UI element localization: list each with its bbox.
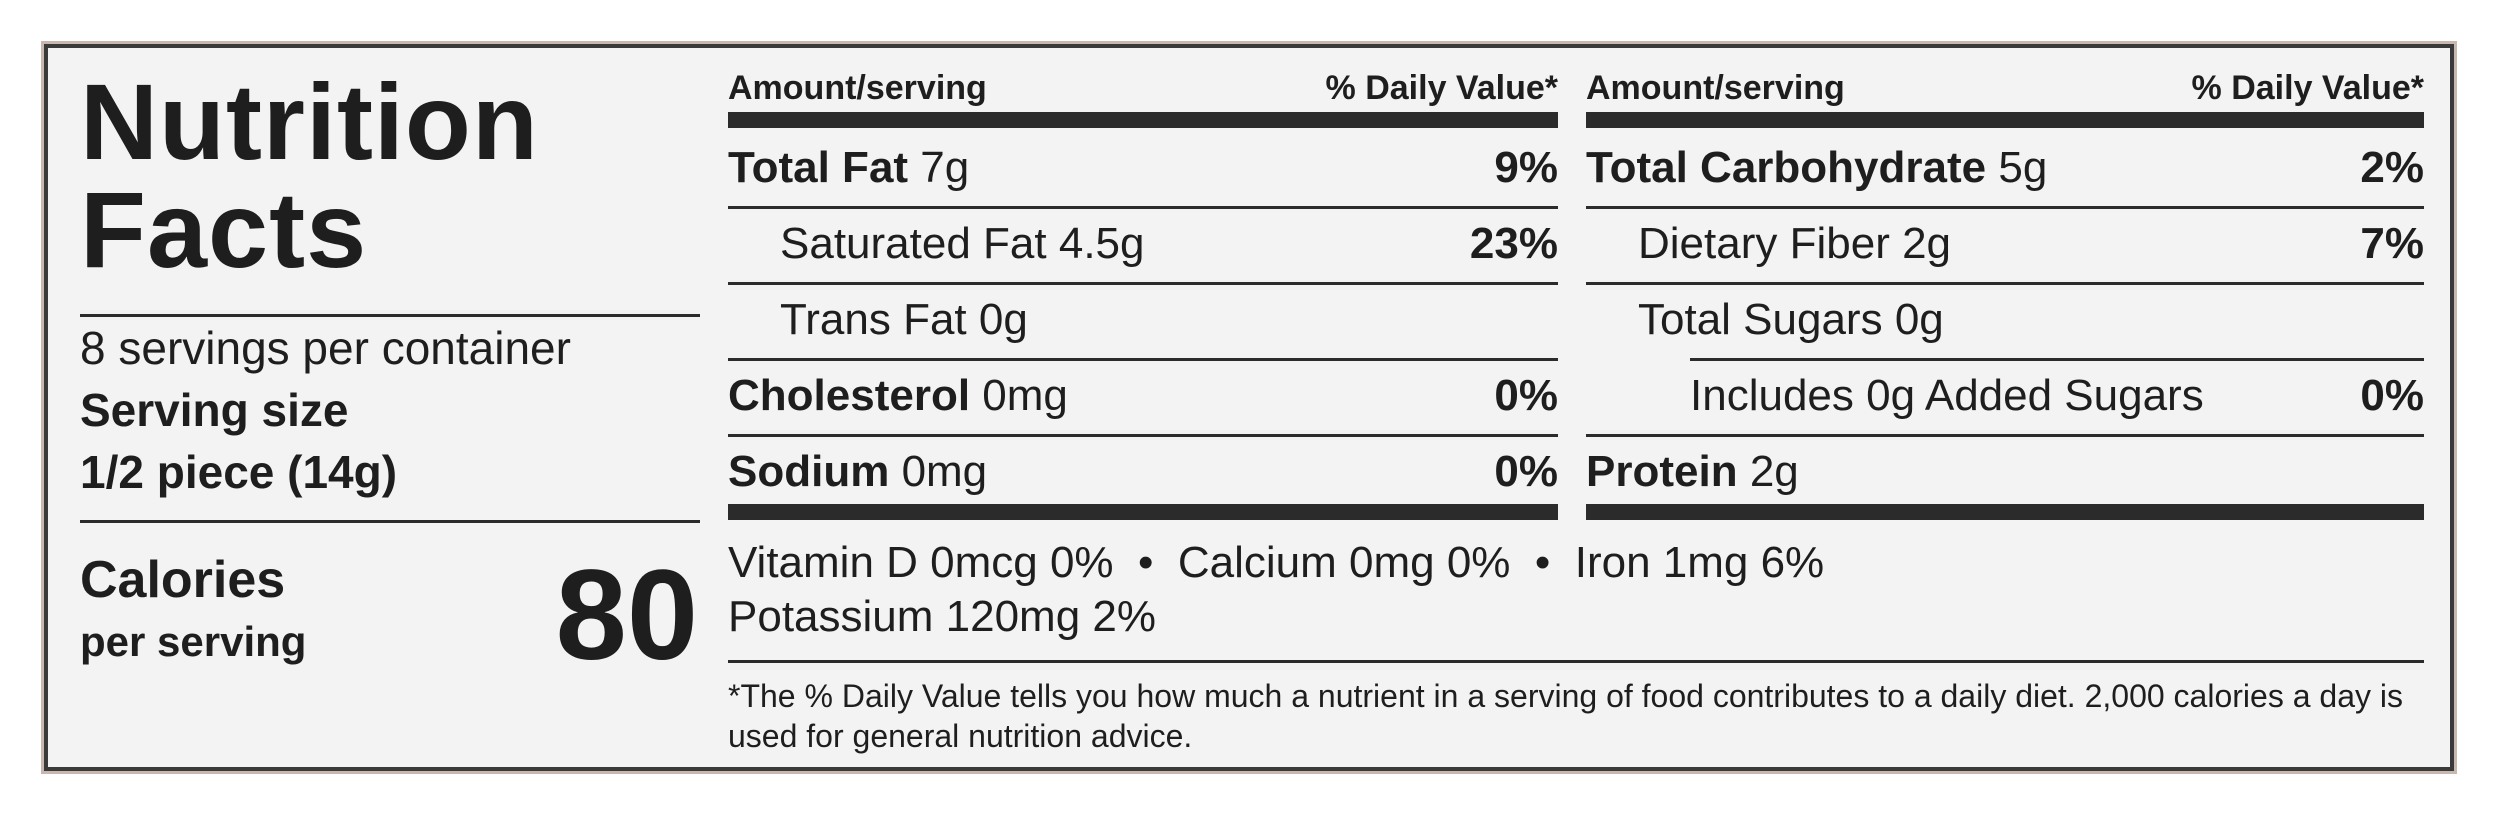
nutrient-amount: 4.5g	[1058, 219, 1145, 268]
row-total-carbohydrate: Total Carbohydrate 5g 2%	[1586, 130, 2424, 206]
serving-size-value: 1/2 piece (14g)	[80, 446, 398, 498]
thick-rule	[1586, 504, 2424, 520]
nutrient-table-left: Amount/serving % Daily Value* Total Fat …	[728, 48, 1558, 767]
nutrient-amount: 5g	[1998, 143, 2048, 192]
row-cholesterol: Cholesterol 0mg 0%	[728, 358, 1558, 434]
row-rule	[1586, 282, 2424, 285]
header-amount: Amount/serving	[728, 69, 987, 107]
divider	[80, 314, 700, 317]
label-title: Nutrition Facts	[80, 68, 539, 284]
nutrition-summary: Nutrition Facts 8 servings per container…	[48, 48, 708, 767]
nutrient-pct: 23%	[1469, 219, 1558, 268]
nutrient-amount: 2g	[1749, 447, 1799, 496]
footnote: *The % Daily Value tells you how much a …	[728, 678, 2403, 754]
header-amount: Amount/serving	[1586, 69, 1845, 107]
row-total-sugars: Total Sugars 0g	[1586, 282, 2424, 358]
nutrient-name: Cholesterol	[728, 371, 971, 420]
nutrient-name: Sodium	[728, 447, 890, 496]
calories-label: Calories	[80, 551, 286, 609]
row-saturated-fat: Saturated Fat 4.5g 23%	[728, 206, 1558, 282]
vitamins-minerals: Vitamin D 0mcg 0% • Calcium 0mg 0% • Iro…	[728, 536, 1824, 644]
row-rule	[728, 434, 1558, 437]
row-rule	[728, 282, 1558, 285]
row-total-fat: Total Fat 7g 9%	[728, 130, 1558, 206]
row-added-sugars: Includes 0g Added Sugars 0%	[1586, 358, 2424, 434]
nutrition-facts-label: Nutrition Facts 8 servings per container…	[44, 44, 2454, 771]
nutrient-name: Total Carbohydrate	[1586, 143, 1987, 192]
header-daily-value: % Daily Value*	[1325, 69, 1558, 107]
nutrient-table-right: Amount/serving % Daily Value* Total Carb…	[1586, 48, 2424, 767]
row-dietary-fiber: Dietary Fiber 2g 7%	[1586, 206, 2424, 282]
row-rule	[1586, 206, 2424, 209]
row-rule	[1586, 434, 2424, 437]
nutrient-name: Saturated Fat	[780, 219, 1047, 268]
title-line-2: Facts	[80, 169, 368, 290]
nutrient-amount: 7g	[920, 143, 970, 192]
serving-size-label: Serving size	[80, 384, 349, 436]
thick-rule	[728, 112, 1558, 128]
thick-rule	[728, 504, 1558, 520]
divider	[728, 660, 2424, 663]
vitamins-line-2: Potassium 120mg 2%	[728, 592, 1156, 641]
nutrient-amount: 2g	[1902, 219, 1952, 268]
nutrient-name: Includes 0g Added Sugars	[1690, 371, 2204, 420]
row-rule	[728, 206, 1558, 209]
nutrient-name: Dietary Fiber	[1638, 219, 1890, 268]
row-protein: Protein 2g	[1586, 434, 2424, 510]
calories-value: 80	[555, 544, 698, 687]
row-sodium: Sodium 0mg 0%	[728, 434, 1558, 510]
calories-sub: per serving	[80, 618, 307, 665]
nutrient-pct: 0%	[1494, 447, 1558, 496]
nutrient-pct: 0%	[1494, 371, 1558, 420]
nutrient-pct: 2%	[2360, 143, 2424, 192]
nutrient-amount: 0mg	[901, 447, 988, 496]
row-rule	[1690, 358, 2424, 361]
nutrient-name: Total Sugars	[1638, 295, 1883, 344]
header-daily-value: % Daily Value*	[2191, 69, 2424, 107]
nutrient-amount: 0g	[978, 295, 1028, 344]
row-trans-fat: Trans Fat 0g	[728, 282, 1558, 358]
nutrient-pct: 9%	[1494, 143, 1558, 192]
nutrient-amount: 0mg	[982, 371, 1068, 420]
nutrient-name: Protein	[1586, 447, 1738, 496]
divider	[80, 520, 700, 523]
servings-per-container: 8 servings per container	[80, 322, 571, 374]
thick-rule	[1586, 112, 2424, 128]
nutrient-pct: 0%	[2360, 371, 2424, 420]
nutrient-name: Total Fat	[728, 143, 909, 192]
vitamins-line-1: Vitamin D 0mcg 0% • Calcium 0mg 0% • Iro…	[728, 538, 1825, 587]
nutrient-amount: 0g	[1894, 295, 1944, 344]
nutrient-name: Trans Fat	[780, 295, 967, 344]
nutrient-pct: 7%	[2360, 219, 2424, 268]
title-line-1: Nutrition	[80, 61, 539, 182]
row-rule	[728, 358, 1558, 361]
